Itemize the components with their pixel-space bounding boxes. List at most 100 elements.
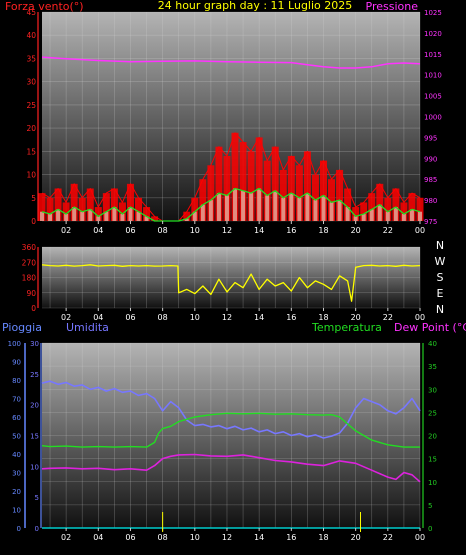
wind-gust-bar	[328, 179, 336, 221]
wind-min-bar	[40, 211, 44, 221]
wind-gust-bar	[344, 188, 352, 221]
humidity-label: Umidita	[66, 321, 109, 334]
wind-gust-line	[41, 132, 421, 222]
wind-x-tick-label: 14	[254, 226, 264, 235]
wind-gust-bar	[118, 202, 126, 221]
wind-pressure-axes: 0510152025303540459759809859909951000100…	[26, 8, 441, 235]
wind-gust-bar	[408, 193, 416, 221]
wind-min-bar	[297, 197, 302, 221]
wind-min-bar	[48, 214, 53, 221]
wind-min-bar	[216, 193, 221, 221]
pressure-axis-label: Pressione	[366, 0, 419, 13]
wind-min-bar	[305, 193, 310, 221]
pressure-y-tick-label: 975	[424, 218, 437, 226]
wind-direction-grid	[42, 246, 421, 309]
wind-min-bar	[289, 193, 294, 221]
humidity-x-tick-label: 16	[286, 533, 296, 542]
wind-min-bar	[313, 200, 318, 221]
pressure-y-tick-label: 1025	[424, 9, 442, 17]
humidity-y-tick-label: 15	[30, 433, 39, 441]
humidity-line	[41, 380, 421, 439]
pressure-y-tick-label: 1015	[424, 51, 442, 59]
humidity-y-tick-label: 5	[35, 494, 39, 502]
wind-gust-bar	[46, 197, 54, 221]
wind-min-bar	[345, 207, 350, 221]
wind-x-tick-label: 00	[415, 226, 425, 235]
chart-title: 24 hour graph day : 11 Luglio 2025	[158, 0, 353, 12]
wind-gust-bar	[368, 193, 376, 221]
temperature-label: Temperatura	[311, 321, 382, 334]
wind-y-tick-label: 0	[31, 217, 36, 226]
humidity-y-tick-label: 25	[30, 371, 39, 379]
compass-n-bottom: N	[436, 303, 444, 316]
wind-min-bar	[233, 188, 238, 221]
wind-min-bar	[64, 214, 69, 221]
direction-y-tick-label: 270	[22, 258, 37, 267]
temperature-y-tick-label: 25	[428, 409, 437, 417]
temperature-y-tick-label: 35	[428, 363, 437, 371]
wind-gust-bar	[135, 197, 143, 221]
wind-y-tick-label: 10	[26, 171, 36, 180]
wind-min-bar	[241, 190, 246, 221]
wind-min-bar	[401, 214, 406, 221]
wind-x-tick-label: 04	[93, 226, 103, 235]
direction-x-tick-label: 00	[415, 313, 425, 322]
direction-x-tick-label: 04	[93, 313, 103, 322]
wind-gust-bar	[319, 160, 327, 221]
humidity-temperature-plot-bg	[42, 343, 420, 528]
wind-gust-bar	[199, 179, 207, 221]
wind-min-bar	[96, 216, 101, 221]
wind-y-tick-label: 20	[26, 124, 36, 133]
wind-avg-line	[41, 187, 421, 222]
pressure-y-tick-label: 1020	[424, 30, 442, 38]
wind-y-tick-label: 25	[26, 101, 36, 110]
wind-y-tick-label: 40	[26, 31, 36, 40]
rain-y-tick-label: 10	[12, 507, 21, 515]
wind-min-bar	[80, 211, 85, 221]
humidity-temperature-grid	[42, 342, 421, 529]
wind-min-bar	[104, 211, 109, 221]
wind-min-bar	[409, 209, 414, 221]
wind-direction-axes: 0 90 180 270 360 02 04 06 08 10 12 14 16 18 20 22 00	[22, 243, 425, 322]
wind-y-tick-label: 35	[26, 54, 36, 63]
rain-y-tick-label: 50	[12, 433, 21, 441]
compass-n-top: N	[436, 239, 444, 252]
wind-gust-bar	[102, 193, 110, 221]
temperature-y-tick-label: 0	[428, 525, 432, 533]
wind-gust-bar	[215, 146, 223, 221]
direction-x-tick-label: 14	[254, 313, 264, 322]
humidity-y-tick-label: 20	[30, 402, 39, 410]
wind-x-tick-label: 12	[222, 226, 232, 235]
wind-gust-bar	[223, 155, 231, 221]
direction-x-tick-label: 10	[190, 313, 200, 322]
rain-label: Pioggia	[2, 321, 42, 334]
temperature-line	[41, 412, 420, 448]
wind-x-tick-label: 06	[125, 226, 135, 235]
wind-min-bar	[273, 190, 278, 221]
direction-x-tick-label: 12	[222, 313, 232, 322]
humidity-x-tick-label: 00	[415, 533, 425, 542]
pressure-line	[41, 56, 421, 69]
wind-min-bar	[281, 197, 286, 221]
humidity-temperature-chart: 0510152025303540010203040506070809010005…	[8, 340, 437, 542]
direction-x-tick-label: 22	[383, 313, 393, 322]
wind-gust-bar	[255, 137, 263, 221]
wind-x-tick-label: 20	[351, 226, 361, 235]
wind-direction-chart: 0 90 180 270 360 02 04 06 08 10 12 14 16 18 20 22 00	[22, 243, 425, 322]
wind-gust-bar	[143, 207, 151, 221]
wind-min-bar	[128, 207, 133, 221]
wind-min-bar	[249, 193, 254, 221]
wind-min-bar	[136, 211, 141, 221]
wind-x-tick-label: 10	[190, 226, 200, 235]
pressure-y-tick-label: 990	[424, 155, 437, 163]
pressure-y-tick-label: 1000	[424, 114, 442, 122]
wind-min-bar	[385, 211, 390, 221]
dew-point-line	[41, 453, 421, 483]
rain-y-tick-label: 100	[8, 340, 21, 348]
wind-gust-bar	[287, 155, 295, 221]
wind-min-bar	[321, 195, 326, 221]
wind-min-bar	[418, 211, 422, 221]
wind-gust-bar	[336, 169, 344, 221]
wind-min-bar	[72, 207, 77, 221]
